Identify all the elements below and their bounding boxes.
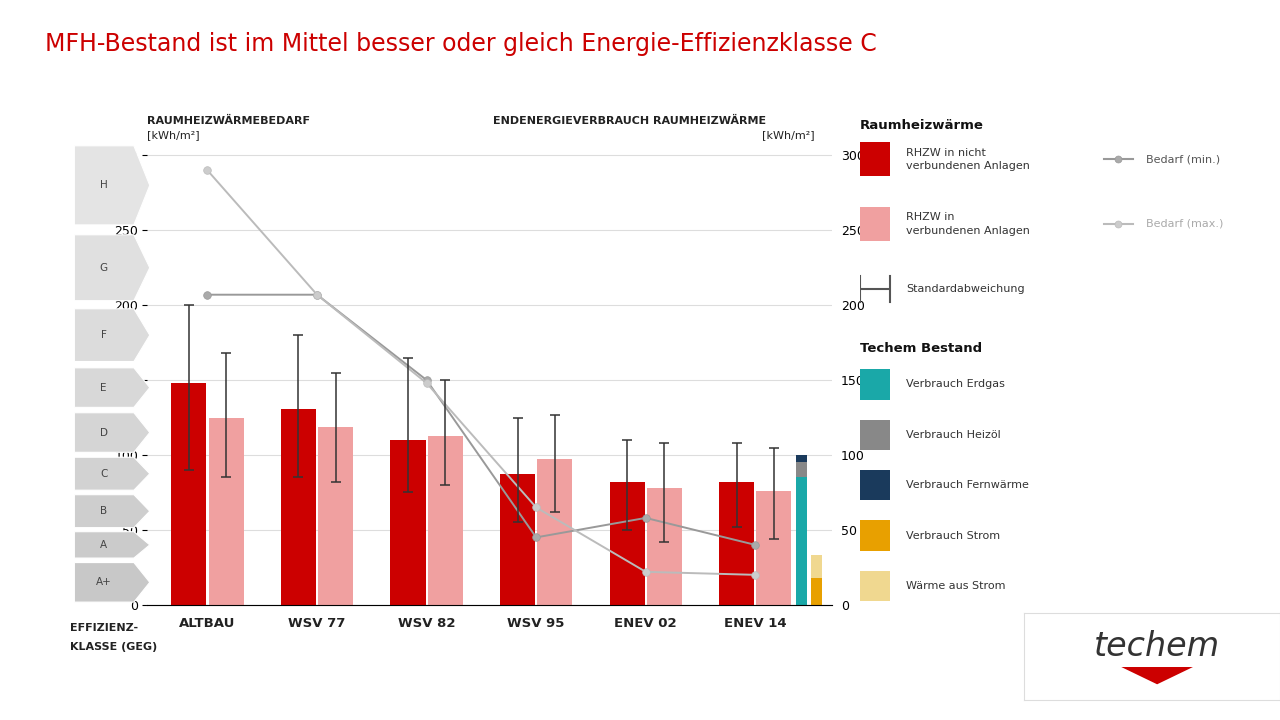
Bar xyxy=(810,578,822,605)
Text: Raumheizwärme: Raumheizwärme xyxy=(860,119,984,132)
Polygon shape xyxy=(74,413,150,452)
Text: G: G xyxy=(100,263,108,273)
Polygon shape xyxy=(74,309,150,361)
Polygon shape xyxy=(74,495,150,528)
Text: C: C xyxy=(100,469,108,479)
Text: RAUMHEIZWÄRMEBEDARF: RAUMHEIZWÄRMEBEDARF xyxy=(147,116,310,126)
Bar xyxy=(319,426,353,605)
Bar xyxy=(796,462,808,477)
Polygon shape xyxy=(1121,667,1193,684)
Text: RHZW in nicht
verbundenen Anlagen: RHZW in nicht verbundenen Anlagen xyxy=(906,148,1030,171)
Bar xyxy=(609,482,645,605)
Bar xyxy=(390,440,425,605)
Polygon shape xyxy=(74,457,150,490)
Text: H: H xyxy=(100,180,108,190)
Bar xyxy=(756,491,791,605)
Text: Standardabweichung: Standardabweichung xyxy=(906,284,1025,294)
Text: MFH-Bestand ist im Mittel besser oder gleich Energie-Effizienzklasse C: MFH-Bestand ist im Mittel besser oder gl… xyxy=(45,32,877,56)
Text: [kWh/m²]: [kWh/m²] xyxy=(147,130,200,140)
Bar xyxy=(860,521,890,551)
Bar xyxy=(860,420,890,450)
Polygon shape xyxy=(74,145,150,225)
Text: A+: A+ xyxy=(96,577,111,588)
Bar xyxy=(860,142,890,176)
Polygon shape xyxy=(74,531,150,558)
Text: KLASSE (GEG): KLASSE (GEG) xyxy=(70,642,157,652)
Polygon shape xyxy=(74,562,150,602)
Bar xyxy=(796,477,808,605)
Text: E: E xyxy=(101,382,108,392)
Text: EFFIZIENZ-: EFFIZIENZ- xyxy=(70,623,138,633)
Bar xyxy=(500,474,535,605)
Text: A: A xyxy=(100,540,108,550)
Bar xyxy=(280,408,316,605)
Bar xyxy=(860,207,890,241)
Bar xyxy=(810,555,822,578)
Text: Verbrauch Fernwärme: Verbrauch Fernwärme xyxy=(906,480,1029,490)
Bar xyxy=(860,369,890,400)
Bar xyxy=(646,488,682,605)
Polygon shape xyxy=(74,235,150,301)
Bar xyxy=(428,436,463,605)
Text: Techem Bestand: Techem Bestand xyxy=(860,342,982,355)
Text: techem: techem xyxy=(1094,630,1220,663)
Bar xyxy=(538,459,572,605)
Bar xyxy=(860,571,890,601)
Text: [kWh/m²]: [kWh/m²] xyxy=(762,130,814,140)
Text: D: D xyxy=(100,428,108,438)
Polygon shape xyxy=(74,368,150,408)
Text: Verbrauch Strom: Verbrauch Strom xyxy=(906,531,1001,541)
Bar xyxy=(172,383,206,605)
Bar xyxy=(860,470,890,500)
Text: F: F xyxy=(101,330,106,340)
Text: Bedarf (min.): Bedarf (min.) xyxy=(1146,154,1220,164)
Text: B: B xyxy=(100,506,108,516)
Text: Verbrauch Heizöl: Verbrauch Heizöl xyxy=(906,430,1001,440)
Text: Bedarf (max.): Bedarf (max.) xyxy=(1146,219,1222,229)
Text: RHZW in
verbundenen Anlagen: RHZW in verbundenen Anlagen xyxy=(906,212,1030,235)
Bar xyxy=(209,418,243,605)
Text: Verbrauch Erdgas: Verbrauch Erdgas xyxy=(906,379,1005,390)
Bar xyxy=(796,455,808,462)
Bar xyxy=(719,482,754,605)
Text: Wärme aus Strom: Wärme aus Strom xyxy=(906,581,1006,591)
Text: ENDENERGIEVERBRAUCH RAUMHEIZWÄRME: ENDENERGIEVERBRAUCH RAUMHEIZWÄRME xyxy=(493,116,765,126)
